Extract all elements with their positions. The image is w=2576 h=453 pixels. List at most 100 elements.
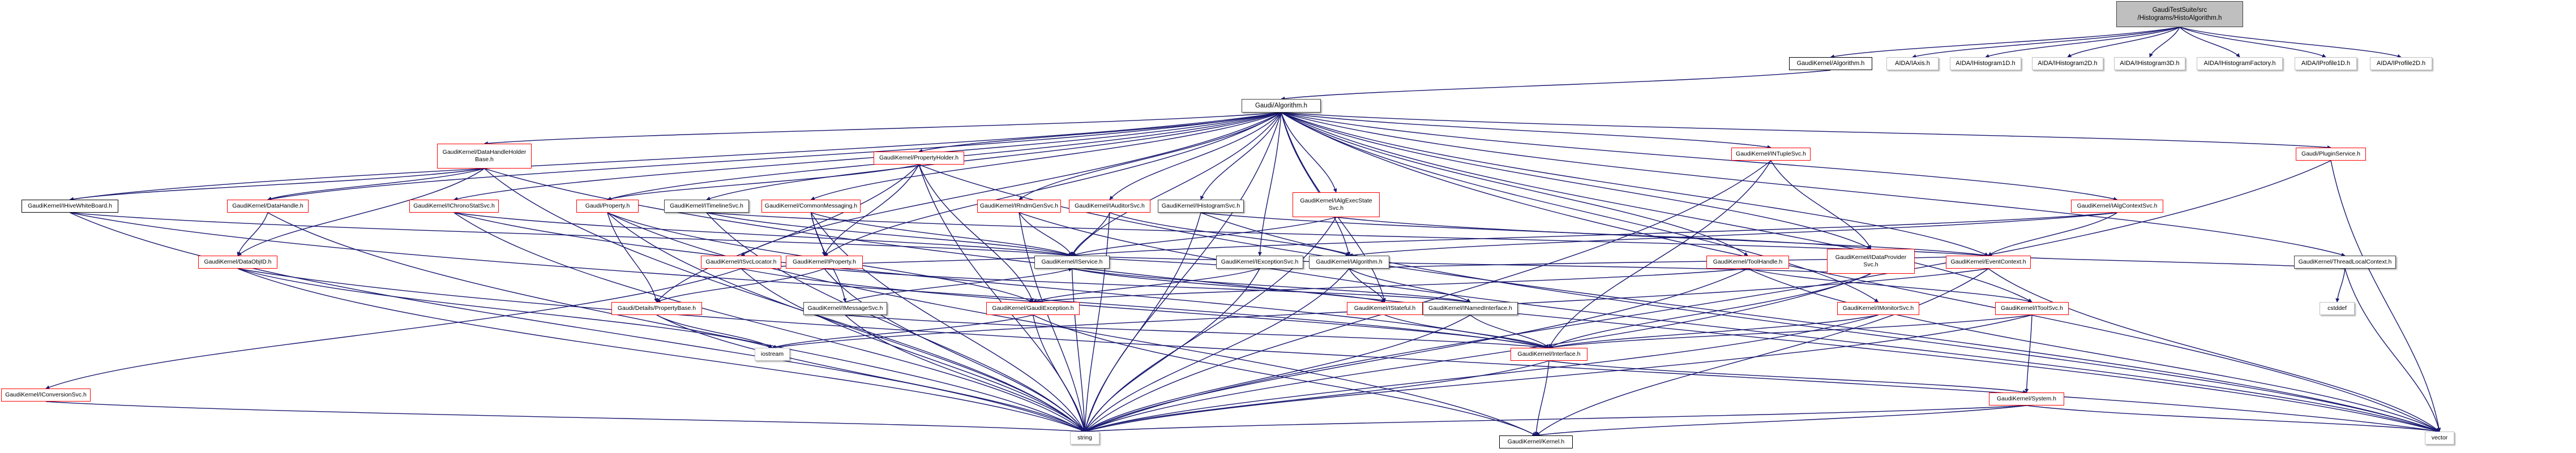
graph-edge bbox=[1082, 212, 1110, 432]
graph-edge bbox=[607, 164, 919, 201]
graph-edge bbox=[1281, 70, 1831, 101]
graph-edge bbox=[1019, 112, 1282, 200]
graph-node-gk_iproperty[interactable]: GaudiKernel/IProperty.h bbox=[786, 256, 863, 269]
graph-node-aida_ip2d[interactable]: AIDA/IProfile2D.h bbox=[2370, 57, 2432, 70]
graph-node-gk_datahandle2[interactable]: GaudiKernel/DataHandle.h bbox=[227, 200, 309, 213]
graph-node-gk_imessagesvc[interactable]: GaudiKernel/IMessageSvc.h bbox=[803, 302, 887, 315]
graph-edge bbox=[1281, 112, 1989, 256]
graph-node-iostream[interactable]: iostream bbox=[755, 348, 790, 361]
graph-edge bbox=[772, 314, 1033, 349]
graph-edge bbox=[267, 168, 485, 201]
graph-edge bbox=[1084, 212, 1201, 432]
graph-node-gk_ialgctx[interactable]: GaudiKernel/IAlgContextSvc.h bbox=[2071, 200, 2163, 213]
graph-edge bbox=[1535, 268, 1989, 436]
graph-edge bbox=[1200, 212, 1872, 251]
graph-edge bbox=[845, 268, 1073, 303]
graph-node-gk_propholder[interactable]: GaudiKernel/PropertyHolder.h bbox=[874, 152, 964, 165]
graph-node-aida_ip1d[interactable]: AIDA/IProfile1D.h bbox=[2295, 57, 2357, 70]
graph-node-gk_system[interactable]: GaudiKernel/System.h bbox=[1989, 392, 2064, 405]
graph-node-gk_iexception[interactable]: GaudiKernel/IExceptionSvc.h bbox=[1216, 256, 1303, 269]
graph-node-gk_kernel[interactable]: GaudiKernel/Kernel.h bbox=[1499, 435, 1573, 448]
graph-node-vector[interactable]: vector bbox=[2425, 432, 2454, 445]
graph-edge bbox=[453, 112, 1282, 201]
graph-node-aida_ihf[interactable]: AIDA/IHistogramFactory.h bbox=[2197, 57, 2283, 70]
graph-node-gk_interface[interactable]: GaudiKernel/Interface.h bbox=[1510, 348, 1587, 361]
graph-node-gk_itimeline[interactable]: GaudiKernel/ITimelineSvc.h bbox=[664, 200, 749, 213]
graph-edge bbox=[1281, 112, 2331, 150]
graph-node-gk_ihivewb[interactable]: GaudiKernel/IHiveWhiteBoard.h bbox=[22, 200, 118, 213]
graph-node-gk_itoolsvc[interactable]: GaudiKernel/IToolSvc.h bbox=[1995, 302, 2069, 315]
graph-edge bbox=[2330, 160, 2441, 432]
graph-edge bbox=[810, 212, 826, 256]
graph-node-string[interactable]: string bbox=[1070, 432, 1099, 445]
graph-node-gk_iauditor[interactable]: GaudiKernel/IAuditorSvc.h bbox=[1069, 200, 1150, 213]
graph-node-gk_ihistosvc[interactable]: GaudiKernel/IHistogramSvc.h bbox=[1158, 200, 1244, 213]
graph-node-gk_ichrono[interactable]: GaudiKernel/IChronoStatSvc.h bbox=[409, 200, 499, 213]
graph-node-gk_toolhandle[interactable]: GaudiKernel/ToolHandle.h bbox=[1706, 256, 1789, 269]
graph-edge bbox=[1988, 268, 2440, 432]
graph-node-gk_conversionsvc[interactable]: GaudiKernel/IConversionSvc.h bbox=[1, 389, 91, 402]
graph-edge bbox=[1770, 160, 1872, 249]
graph-edge bbox=[1548, 273, 1871, 348]
graph-edge bbox=[810, 212, 1085, 432]
graph-edge bbox=[1548, 360, 2027, 394]
graph-node-gaudi_algorithm[interactable]: Gaudi/Algorithm.h bbox=[1242, 99, 1321, 113]
graph-edge bbox=[1535, 405, 2027, 437]
graph-edge bbox=[1988, 254, 2346, 269]
graph-node-aida_iaxis[interactable]: AIDA/IAxis.h bbox=[1886, 57, 1939, 70]
graph-node-gk_eventctx[interactable]: GaudiKernel/EventContext.h bbox=[1946, 256, 2031, 269]
graph-edge bbox=[706, 212, 1073, 257]
graph-edge bbox=[1349, 268, 1471, 303]
graph-edge bbox=[267, 112, 1282, 201]
graph-node-gk_inamediface[interactable]: GaudiKernel/INamedInterface.h bbox=[1423, 302, 1518, 315]
graph-edge bbox=[1109, 112, 1282, 200]
graph-node-gk_ialgexec[interactable]: GaudiKernel/IAlgExecState Svc.h bbox=[1293, 192, 1380, 217]
graph-edge bbox=[1384, 314, 1550, 348]
graph-edge bbox=[1019, 212, 1086, 432]
graph-node-root[interactable]: GaudiTestSuite/src /Histograms/HistoAlgo… bbox=[2116, 1, 2243, 27]
graph-edge bbox=[267, 212, 1085, 432]
graph-edge bbox=[656, 268, 825, 303]
graph-edge bbox=[1084, 314, 1471, 432]
graph-node-gk_imonitorsvc[interactable]: GaudiKernel/IMonitorSvc.h bbox=[1837, 302, 1919, 315]
graph-edge bbox=[1281, 112, 1872, 249]
graph-edge bbox=[741, 112, 1282, 256]
graph-node-gaudi_property[interactable]: Gaudi/Property.h bbox=[576, 200, 639, 213]
graph-node-gk_gaudiexc[interactable]: GaudiKernel/GaudiException.h bbox=[986, 302, 1080, 315]
graph-edge bbox=[1084, 217, 1337, 432]
graph-edge bbox=[1084, 268, 1260, 432]
graph-edge bbox=[1032, 314, 1086, 432]
graph-node-gk_dataobjid[interactable]: GaudiKernel/DataObjID.h bbox=[198, 256, 277, 269]
graph-node-gk_ialgorithm[interactable]: GaudiKernel/IAlgorithm.h bbox=[1309, 256, 1389, 269]
graph-node-gk_isvcloc[interactable]: GaudiKernel/ISvcLocator.h bbox=[701, 256, 781, 269]
graph-edge bbox=[1349, 212, 2117, 257]
graph-edge bbox=[656, 314, 773, 348]
graph-edge bbox=[483, 112, 1282, 145]
graph-node-gk_istateful[interactable]: GaudiKernel/IStateful.h bbox=[1347, 302, 1423, 315]
graph-edge bbox=[607, 212, 1085, 432]
graph-node-gk_irndmgen[interactable]: GaudiKernel/IRndmGenSvc.h bbox=[977, 200, 1061, 213]
graph-node-gk_idataprov[interactable]: GaudiKernel/IDataProvider Svc.h bbox=[1827, 249, 1915, 274]
graph-node-gk_dhhbase[interactable]: GaudiKernel/DataHandleHolder Base.h bbox=[437, 144, 532, 169]
graph-edge bbox=[1281, 112, 2118, 201]
graph-edge bbox=[1912, 27, 2180, 58]
graph-node-gk_algorithm[interactable]: GaudiKernel/Algorithm.h bbox=[1789, 57, 1872, 70]
graph-edge bbox=[1084, 314, 1878, 433]
graph-node-gk_threadlocal[interactable]: GaudiKernel/ThreadLocalContext.h bbox=[2294, 256, 2396, 269]
graph-node-aida_ih3d[interactable]: AIDA/IHistogram3D.h bbox=[2114, 57, 2185, 70]
graph-node-gk_iservice[interactable]: GaudiKernel/IService.h bbox=[1034, 256, 1110, 269]
graph-edge bbox=[1200, 112, 1282, 200]
graph-edge bbox=[1200, 212, 2440, 433]
graph-edge bbox=[1071, 268, 1087, 432]
graph-node-cstddef[interactable]: cstddef bbox=[2320, 302, 2355, 315]
graph-node-gk_commonmsg[interactable]: GaudiKernel/CommonMessaging.h bbox=[761, 200, 861, 213]
graph-node-gaudi_plugin[interactable]: Gaudi/PluginService.h bbox=[2296, 148, 2366, 161]
graph-edge bbox=[706, 212, 1085, 432]
graph-node-gaudi_propbase[interactable]: Gaudi/Details/PropertyBase.h bbox=[611, 302, 702, 315]
graph-edge bbox=[2149, 27, 2180, 58]
graph-edge bbox=[845, 314, 1085, 432]
graph-node-gk_ntuplesvc[interactable]: GaudiKernel/INTupleSvc.h bbox=[1731, 148, 1811, 161]
graph-node-aida_ih2d[interactable]: AIDA/IHistogram2D.h bbox=[2032, 57, 2103, 70]
graph-node-aida_ih1d[interactable]: AIDA/IHistogram1D.h bbox=[1950, 57, 2021, 70]
